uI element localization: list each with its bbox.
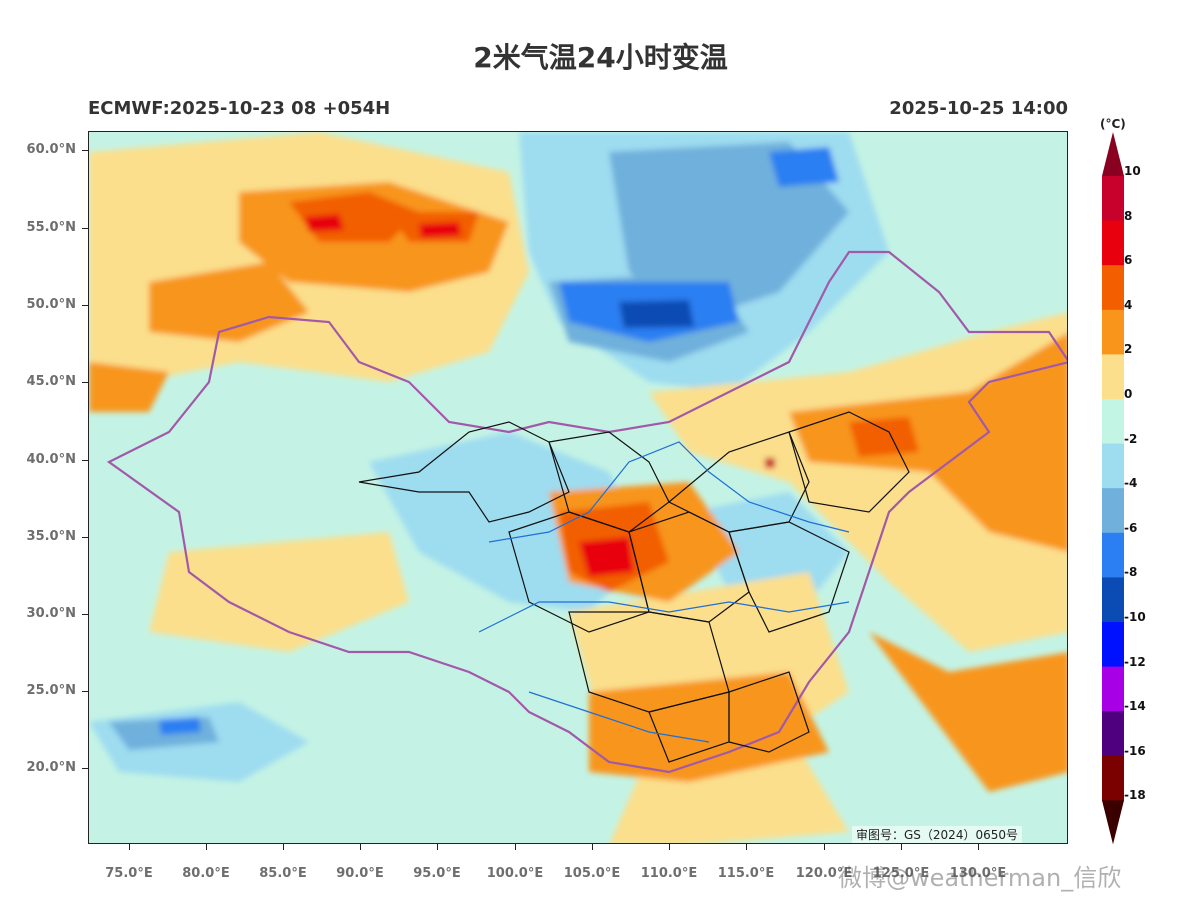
x-tick [129,844,130,850]
colorbar-segment [1102,354,1124,400]
y-axis-label: 40.0°N [26,452,76,467]
x-axis-label: 105.0°E [563,866,621,881]
y-axis-label: 55.0°N [26,220,76,235]
x-tick [669,844,670,850]
temperature-change-map [89,132,1067,843]
colorbar-label: 6 [1124,253,1133,267]
colorbar-label: -4 [1124,476,1138,490]
colorbar-bottom-arrow [1102,800,1124,845]
colorbar-label: -6 [1124,521,1138,535]
colorbar-unit: (°C) [1100,117,1126,131]
y-axis-label: 50.0°N [26,297,76,312]
y-axis-label: 35.0°N [26,529,76,544]
chart-title: 2米气温24小时变温 [473,41,728,74]
colorbar-segment [1102,309,1124,355]
x-tick [824,844,825,850]
national-boundary [106,250,1067,774]
map-area [88,131,1068,844]
y-axis-label: 60.0°N [26,142,76,157]
x-axis-label: 120.0°E [795,866,853,881]
provincial-boundaries [358,411,910,763]
x-tick [206,844,207,850]
colorbar-segment [1102,711,1124,757]
x-tick [901,844,902,850]
model-run-label: ECMWF:2025-10-23 08 +054H [88,98,391,119]
colorbar-label: -2 [1124,432,1138,446]
x-tick [437,844,438,850]
x-tick [283,844,284,850]
colorbar-segment [1102,577,1124,623]
colorbar [1102,132,1124,845]
colorbar-segment [1102,443,1124,489]
watermark: 微博@weatherman_信欣 [838,864,1122,892]
colorbar-label: -14 [1124,699,1146,713]
colorbar-label: 2 [1124,342,1133,356]
colorbar-label: 8 [1124,209,1133,223]
y-tick [82,537,88,538]
map-approval-number: 审图号：GS（2024）0650号 [852,826,1022,843]
y-tick [82,768,88,769]
colorbar-segment [1102,666,1124,712]
y-tick [82,150,88,151]
x-axis-label: 130.0°E [949,866,1007,881]
colorbar-segment [1102,220,1124,266]
y-axis-label: 30.0°N [26,606,76,621]
colorbar-segment [1102,399,1124,445]
x-axis-label: 85.0°E [259,866,307,881]
colorbar-label: 4 [1124,298,1133,312]
rivers [478,441,850,743]
colorbar-label: 10 [1124,164,1141,178]
x-tick [360,844,361,850]
y-axis-label: 45.0°N [26,374,76,389]
y-tick [82,460,88,461]
colorbar-segment [1102,265,1124,311]
colorbar-label: -16 [1124,744,1146,758]
x-axis-label: 75.0°E [105,866,153,881]
y-tick [82,305,88,306]
y-axis-label: 25.0°N [26,683,76,698]
x-axis-label: 100.0°E [486,866,544,881]
colorbar-segment [1102,176,1124,222]
x-axis-label: 125.0°E [872,866,930,881]
colorbar-segment [1102,755,1124,801]
colorbar-segment [1102,622,1124,668]
x-tick [978,844,979,850]
x-axis-label: 80.0°E [182,866,230,881]
x-tick [746,844,747,850]
colorbar-label: -12 [1124,655,1146,669]
x-axis-label: 95.0°E [413,866,461,881]
y-tick [82,228,88,229]
x-tick [515,844,516,850]
colorbar-label: -8 [1124,565,1138,579]
x-axis-label: 115.0°E [717,866,775,881]
x-tick [592,844,593,850]
y-axis-label: 20.0°N [26,760,76,775]
valid-time-label: 2025-10-25 14:00 [889,98,1068,119]
y-tick [82,382,88,383]
colorbar-label: -10 [1124,610,1146,624]
colorbar-label: 0 [1124,387,1133,401]
colorbar-label: -18 [1124,788,1146,802]
y-tick [82,691,88,692]
colorbar-segment [1102,532,1124,578]
x-axis-label: 90.0°E [336,866,384,881]
colorbar-top-arrow [1102,132,1124,176]
colorbar-segment [1102,488,1124,534]
y-tick [82,614,88,615]
x-axis-label: 110.0°E [640,866,698,881]
